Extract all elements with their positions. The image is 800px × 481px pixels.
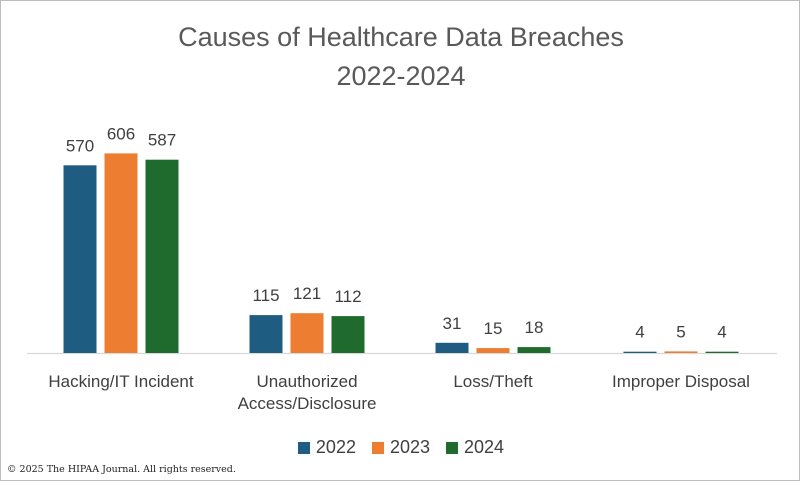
bar-2022-0: [63, 165, 97, 353]
category-label-0: Hacking/IT Incident: [48, 372, 193, 391]
legend-label-2022: 2022: [315, 437, 356, 457]
bar-2023-1: [290, 313, 324, 353]
data-label-2024-0: 587: [148, 131, 176, 150]
bar-2024-0: [145, 159, 179, 353]
bar-2024-3: [705, 351, 739, 353]
bar-2023-0: [104, 153, 138, 353]
bar-2023-2: [476, 348, 510, 353]
bar-2022-2: [435, 342, 469, 353]
data-label-2023-0: 606: [107, 124, 135, 143]
legend-label-2023: 2023: [389, 437, 431, 457]
chart-legend: 2022 2023 2024: [1, 437, 799, 458]
legend-item-2024: 2024: [446, 437, 504, 458]
data-label-2022-2: 31: [443, 314, 462, 333]
data-label-2024-3: 4: [717, 323, 726, 342]
data-label-2024-2: 18: [525, 318, 544, 337]
bar-2022-3: [623, 351, 657, 353]
data-label-2023-2: 15: [484, 319, 503, 338]
data-label-2022-0: 570: [66, 136, 94, 155]
data-label-2022-1: 115: [252, 286, 279, 305]
legend-swatch-2024: [446, 441, 459, 454]
chart-subtitle: 2022-2024: [336, 61, 466, 91]
bar-2022-1: [249, 315, 283, 353]
category-label-3: Improper Disposal: [612, 372, 750, 391]
legend-swatch-2023: [371, 441, 384, 454]
data-label-2022-3: 4: [635, 323, 644, 342]
chart-title: Causes of Healthcare Data Breaches: [178, 22, 624, 52]
category-label-2: Loss/Theft: [453, 372, 533, 391]
data-label-2023-3: 5: [676, 322, 685, 341]
legend-label-2024: 2024: [464, 437, 505, 457]
legend-item-2022: 2022: [297, 437, 356, 458]
data-label-2023-1: 121: [293, 284, 321, 303]
legend-swatch-2022: [297, 441, 310, 454]
legend-item-2023: 2023: [371, 437, 431, 458]
copyright-notice: © 2025 The HIPAA Journal. All rights res…: [7, 464, 236, 475]
category-label-1: Unauthorized Access/Disclosure: [238, 372, 377, 413]
bar-2024-2: [517, 347, 551, 353]
data-label-2024-1: 112: [334, 287, 361, 306]
bar-2024-1: [331, 316, 365, 353]
bar-2023-3: [664, 351, 698, 353]
